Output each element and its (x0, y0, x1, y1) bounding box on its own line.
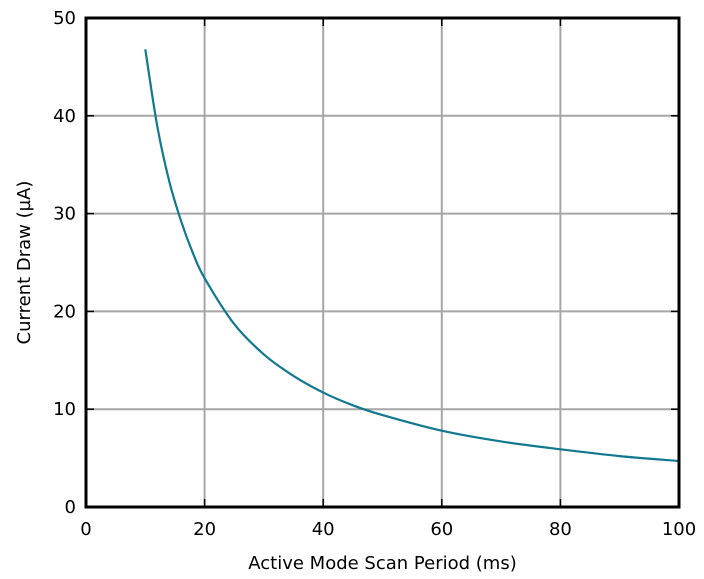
x-tick-label: 60 (430, 519, 453, 540)
x-tick-label: 0 (80, 519, 91, 540)
grid (86, 18, 679, 507)
x-tick-labels: 0 20 40 60 80 100 (80, 519, 696, 540)
series-line (144, 49, 680, 463)
y-tick-label: 50 (53, 8, 76, 29)
y-tick-label: 0 (65, 497, 76, 518)
x-tick-label: 80 (549, 519, 572, 540)
y-tick-label: 40 (53, 106, 76, 127)
y-tick-label: 20 (53, 301, 76, 322)
x-tick-label: 20 (193, 519, 216, 540)
y-tick-label: 30 (53, 204, 76, 225)
plot-frame (84, 16, 681, 509)
x-tick-label: 40 (312, 519, 335, 540)
y-tick-label: 10 (53, 399, 76, 420)
x-axis-label: Active Mode Scan Period (ms) (248, 553, 516, 574)
y-tick-labels: 0 10 20 30 40 50 (53, 8, 76, 518)
ticks (85, 17, 680, 508)
y-axis-label: Current Draw (µA) (14, 181, 35, 345)
x-tick-label: 100 (662, 519, 696, 540)
